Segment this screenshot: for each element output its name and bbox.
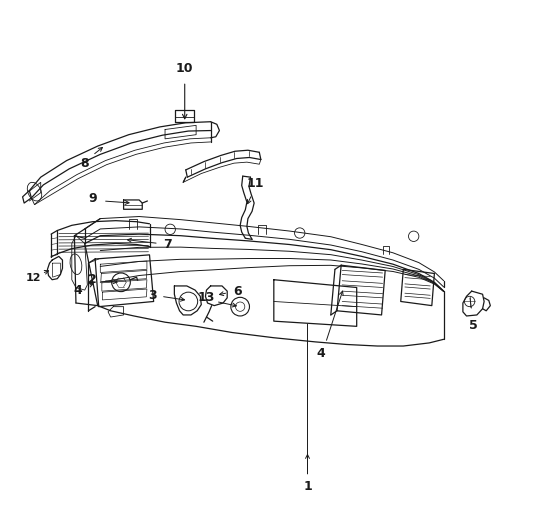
Text: 4: 4: [74, 283, 83, 297]
Text: 1: 1: [303, 480, 312, 494]
Text: 2: 2: [88, 273, 97, 286]
Text: 11: 11: [247, 177, 264, 191]
Text: 6: 6: [233, 284, 242, 298]
Text: 4: 4: [316, 347, 325, 360]
Text: 12: 12: [25, 272, 41, 283]
Text: 5: 5: [469, 319, 478, 332]
Text: 3: 3: [148, 289, 156, 302]
Text: 13: 13: [198, 291, 215, 305]
Text: 9: 9: [88, 192, 97, 206]
Text: 8: 8: [80, 156, 89, 170]
Text: 7: 7: [163, 238, 172, 251]
Text: 10: 10: [176, 62, 194, 75]
